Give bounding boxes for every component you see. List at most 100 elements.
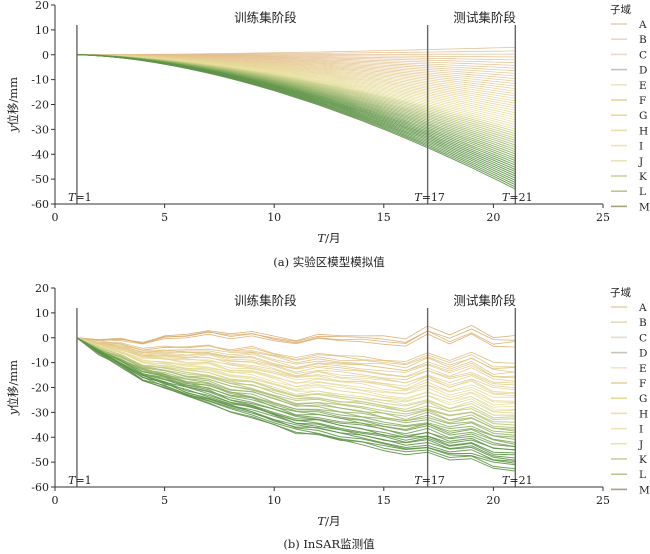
marker-label: T=1 bbox=[68, 191, 92, 204]
series-line bbox=[76, 337, 516, 378]
x-axis-label-rest: /月 bbox=[325, 514, 340, 528]
x-axis-label-italic: T bbox=[317, 514, 326, 528]
legend-item-label: L bbox=[639, 469, 646, 481]
x-tick-label: 10 bbox=[267, 494, 281, 507]
marker-label-rest: =1 bbox=[75, 474, 91, 487]
legend-item-label: B bbox=[639, 317, 647, 329]
legend-item-label: F bbox=[639, 378, 646, 390]
legend-item-label: A bbox=[638, 19, 647, 31]
y-axis-label-italic: y bbox=[6, 125, 20, 133]
legend-item-label: M bbox=[639, 201, 650, 213]
legend-item-label: D bbox=[639, 65, 647, 77]
marker-label-italic: T bbox=[414, 191, 423, 204]
y-axis-label-rest: 位移/mm bbox=[6, 360, 20, 409]
x-tick-label: 25 bbox=[596, 494, 610, 507]
x-tick-label: 0 bbox=[52, 211, 59, 224]
y-tick-label: -60 bbox=[31, 198, 49, 211]
legend-item-label: F bbox=[639, 95, 646, 107]
series-line bbox=[76, 337, 516, 448]
x-tick-label: 5 bbox=[161, 211, 168, 224]
y-tick-label: -10 bbox=[31, 74, 49, 87]
x-tick-label: 15 bbox=[377, 211, 391, 224]
series-line bbox=[76, 54, 516, 190]
marker-label-italic: T bbox=[502, 191, 511, 204]
series-line bbox=[76, 337, 516, 384]
series-line bbox=[76, 328, 516, 345]
series-line bbox=[76, 337, 516, 410]
marker-label-rest: =21 bbox=[509, 474, 532, 487]
series-line bbox=[76, 337, 516, 379]
y-axis-label: y位移/mm bbox=[6, 360, 20, 416]
marker-label: T=1 bbox=[68, 474, 92, 487]
legend-item-label: J bbox=[638, 156, 643, 168]
legend-item-label: M bbox=[639, 484, 650, 496]
y-tick-label: -20 bbox=[31, 99, 49, 112]
marker-label: T=17 bbox=[414, 191, 445, 204]
series-line bbox=[76, 337, 516, 370]
legend-item-label: K bbox=[639, 171, 647, 183]
y-tick-label: -30 bbox=[31, 123, 49, 136]
series-line bbox=[76, 330, 516, 345]
legend-item-label: C bbox=[639, 332, 647, 344]
y-tick-label: 10 bbox=[35, 24, 49, 37]
y-tick-label: -60 bbox=[31, 481, 49, 494]
x-tick-label: 15 bbox=[377, 494, 391, 507]
legend-item-label: E bbox=[639, 363, 647, 375]
legend-item-label: D bbox=[639, 348, 647, 360]
series-line bbox=[76, 337, 516, 382]
legend-item-label: I bbox=[639, 424, 643, 436]
x-tick-label: 20 bbox=[486, 211, 500, 224]
x-axis-label: T/月 bbox=[317, 231, 340, 245]
series-line bbox=[76, 337, 516, 429]
x-tick-label: 25 bbox=[596, 211, 610, 224]
series-line bbox=[76, 337, 516, 394]
legend-item-label: G bbox=[639, 110, 647, 122]
series-line bbox=[76, 337, 516, 414]
series-line bbox=[76, 337, 516, 464]
y-tick-label: -10 bbox=[31, 357, 49, 370]
y-axis-label-italic: y bbox=[6, 408, 20, 416]
y-tick-label: -40 bbox=[31, 431, 49, 444]
x-axis-label: T/月 bbox=[317, 514, 340, 528]
marker-label-italic: T bbox=[414, 474, 423, 487]
series-line bbox=[76, 337, 516, 461]
series-line bbox=[76, 337, 516, 451]
marker-label-rest: =1 bbox=[75, 191, 91, 204]
series-line bbox=[76, 324, 516, 344]
y-tick-label: -20 bbox=[31, 382, 49, 395]
series-line bbox=[76, 337, 516, 364]
phase-label-test: 测试集阶段 bbox=[453, 10, 516, 25]
series-group bbox=[76, 46, 516, 190]
legend-item-label: K bbox=[639, 454, 647, 466]
y-tick-label: 20 bbox=[35, 0, 49, 12]
series-group bbox=[76, 324, 516, 472]
legend-item-label: J bbox=[638, 439, 643, 451]
x-tick-label: 0 bbox=[52, 494, 59, 507]
series-line bbox=[76, 337, 516, 396]
series-line bbox=[76, 337, 516, 389]
series-line bbox=[76, 333, 516, 348]
series-line bbox=[76, 337, 516, 408]
y-tick-label: -50 bbox=[31, 456, 49, 469]
legend-item-label: C bbox=[639, 49, 647, 61]
y-tick-label: 20 bbox=[35, 282, 49, 295]
legend-title: 子域 bbox=[610, 3, 631, 16]
marker-label: T=17 bbox=[414, 474, 445, 487]
marker-label-rest: =17 bbox=[422, 191, 445, 204]
legend-item-label: B bbox=[639, 34, 647, 46]
legend-title: 子域 bbox=[610, 286, 631, 299]
series-line bbox=[76, 337, 516, 373]
y-tick-label: -50 bbox=[31, 173, 49, 186]
series-line bbox=[76, 337, 516, 398]
series-line bbox=[76, 337, 516, 472]
x-tick-label: 10 bbox=[267, 211, 281, 224]
series-line bbox=[76, 337, 516, 426]
series-line bbox=[76, 337, 516, 438]
panel-caption: (b) InSAR监测值 bbox=[283, 537, 375, 551]
y-tick-label: -30 bbox=[31, 406, 49, 419]
marker-label-italic: T bbox=[502, 474, 511, 487]
legend-item-label: I bbox=[639, 141, 643, 153]
legend-item-label: E bbox=[639, 80, 647, 92]
